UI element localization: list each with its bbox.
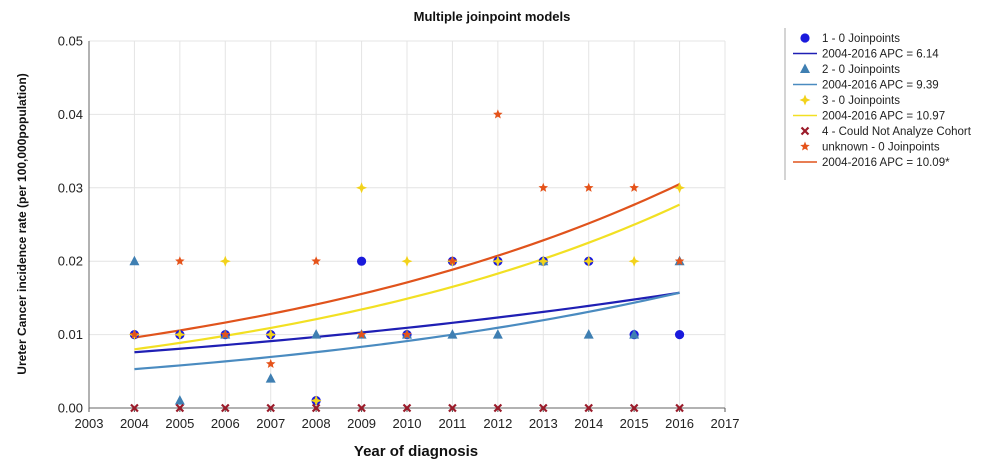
legend-label: unknown - 0 Joinpoints bbox=[822, 142, 940, 154]
legend-fit-label: 2004-2016 APC = 10.09* bbox=[822, 157, 950, 169]
y-tick-label: 0.01 bbox=[58, 327, 83, 342]
data-point-series-4 bbox=[175, 403, 185, 413]
legend-marker-series-4 bbox=[800, 126, 810, 136]
data-point-series-3 bbox=[265, 329, 277, 341]
x-tick-label: 2015 bbox=[620, 416, 649, 431]
data-point-series-5 bbox=[402, 329, 412, 339]
data-point-series-3 bbox=[628, 255, 640, 267]
data-point-series-4 bbox=[357, 403, 366, 413]
data-point-series-4 bbox=[266, 403, 275, 413]
data-point-series-4 bbox=[221, 403, 230, 413]
data-point-series-5 bbox=[583, 182, 594, 192]
data-point-series-4 bbox=[629, 403, 639, 413]
legend-label: 2 - 0 Joinpoints bbox=[822, 64, 900, 76]
data-point-series-5 bbox=[493, 109, 503, 119]
legend-label: 3 - 0 Joinpoints bbox=[822, 95, 900, 107]
legend-marker-series-2 bbox=[800, 63, 810, 73]
legend: 1 - 0 Joinpoints 2004-2016 APC = 6.14 2 - … bbox=[793, 33, 972, 169]
data-point-series-5 bbox=[538, 182, 549, 192]
data-point-series-5 bbox=[265, 358, 276, 369]
data-point-series-4 bbox=[448, 403, 457, 413]
data-point-series-5 bbox=[629, 182, 639, 192]
legend-label: 1 - 0 Joinpoints bbox=[822, 33, 900, 45]
tick-labels: 0.00 0.01 0.02 0.03 0.04 0.05 2003 2004 2005 2006… bbox=[58, 34, 740, 432]
chart-title: Multiple joinpoint models bbox=[414, 9, 571, 24]
x-tick-label: 2017 bbox=[711, 416, 740, 431]
x-tick-label: 2004 bbox=[120, 416, 149, 431]
y-tick-label: 0.04 bbox=[58, 107, 83, 122]
data-point-series-5 bbox=[447, 256, 458, 266]
data-point-series-5 bbox=[220, 329, 231, 339]
data-point-series-2 bbox=[129, 255, 140, 266]
y-axis-label: Ureter Cancer incidence rate (per 100,00… bbox=[15, 73, 29, 374]
data-point-series-5 bbox=[175, 256, 185, 266]
x-tick-label: 2003 bbox=[75, 416, 104, 431]
fit-line-series-5 bbox=[134, 183, 681, 339]
x-tick-label: 2008 bbox=[302, 416, 331, 431]
x-axis-label: Year of diagnosis bbox=[354, 443, 478, 460]
x-tick-label: 2016 bbox=[665, 416, 694, 431]
data-points bbox=[128, 109, 686, 413]
legend-fit-label: 2004-2016 APC = 9.39 bbox=[822, 80, 939, 92]
fit-line-series-1 bbox=[134, 291, 680, 354]
data-point-series-3 bbox=[310, 395, 322, 407]
data-point-series-1 bbox=[356, 256, 367, 266]
x-tick-label: 2013 bbox=[529, 416, 558, 431]
legend-marker-series-5 bbox=[800, 141, 810, 151]
data-point-series-2 bbox=[447, 329, 458, 339]
legend-label: 4 - Could Not Analyze Cohort bbox=[822, 126, 972, 138]
data-point-series-5 bbox=[356, 329, 367, 339]
data-point-series-4 bbox=[539, 403, 548, 413]
data-point-series-2 bbox=[311, 329, 322, 339]
data-point-series-4 bbox=[584, 403, 593, 413]
y-tick-label: 0.02 bbox=[58, 254, 83, 269]
data-point-series-3 bbox=[674, 182, 686, 194]
y-tick-label: 0.00 bbox=[58, 401, 83, 416]
x-tick-label: 2012 bbox=[483, 416, 512, 431]
data-point-series-3 bbox=[356, 182, 368, 194]
data-point-series-2 bbox=[265, 373, 276, 383]
data-point-series-2 bbox=[174, 395, 185, 405]
y-tick-label: 0.03 bbox=[58, 180, 83, 195]
data-point-series-1 bbox=[674, 330, 685, 340]
data-point-series-3 bbox=[219, 255, 231, 267]
data-point-series-5 bbox=[129, 329, 140, 339]
data-point-series-3 bbox=[492, 255, 504, 267]
legend-marker-series-1 bbox=[800, 33, 810, 43]
legend-fit-label: 2004-2016 APC = 6.14 bbox=[822, 49, 939, 61]
x-tick-label: 2011 bbox=[438, 416, 466, 431]
data-point-series-4 bbox=[311, 403, 321, 413]
data-point-series-3 bbox=[583, 255, 595, 267]
data-point-series-3 bbox=[537, 255, 549, 267]
legend-fit-label: 2004-2016 APC = 10.97 bbox=[822, 111, 945, 123]
x-tick-label: 2009 bbox=[347, 416, 376, 431]
data-point-series-2 bbox=[583, 329, 594, 339]
data-point-series-2 bbox=[629, 329, 640, 339]
x-tick-label: 2005 bbox=[165, 416, 194, 431]
data-point-series-4 bbox=[493, 403, 503, 413]
x-tick-label: 2006 bbox=[211, 416, 240, 431]
data-point-series-2 bbox=[492, 329, 503, 339]
x-tick-label: 2014 bbox=[574, 416, 603, 431]
data-point-series-5 bbox=[674, 256, 685, 266]
y-tick-label: 0.05 bbox=[58, 34, 83, 49]
legend-marker-series-3 bbox=[799, 94, 811, 106]
data-point-series-4 bbox=[402, 403, 412, 413]
fit-line-series-2 bbox=[134, 291, 680, 371]
data-point-series-4 bbox=[675, 403, 684, 413]
x-tick-label: 2007 bbox=[256, 416, 285, 431]
data-point-series-5 bbox=[311, 256, 321, 266]
x-tick-label: 2010 bbox=[393, 416, 422, 431]
data-point-series-3 bbox=[174, 329, 186, 341]
data-point-series-3 bbox=[401, 255, 413, 267]
data-point-series-4 bbox=[130, 403, 139, 413]
